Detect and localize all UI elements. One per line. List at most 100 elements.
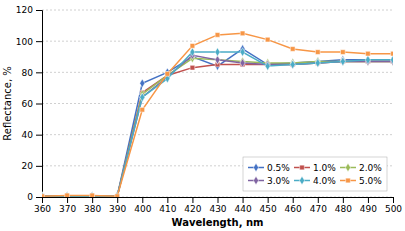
series [42, 45, 393, 197]
tick-mark [36, 104, 42, 105]
marker [240, 59, 245, 68]
marker [340, 57, 345, 66]
tick-label: 420 [184, 204, 201, 214]
legend-item: 4.0% [294, 176, 336, 186]
axis-line [36, 11, 43, 198]
marker [65, 192, 70, 197]
legend-marker [253, 163, 258, 172]
marker [65, 194, 70, 197]
legend-marker [253, 176, 258, 185]
marker [365, 56, 370, 65]
marker [115, 194, 120, 197]
marker [190, 65, 195, 70]
series-line [42, 58, 393, 196]
tick: 470 [310, 197, 327, 214]
tick: 400 [134, 197, 151, 214]
marker [42, 192, 45, 197]
grid-line [42, 10, 393, 11]
marker [90, 194, 95, 197]
tick-label: 500 [385, 204, 402, 214]
legend-label: 0.5% [267, 163, 290, 173]
tick-mark [268, 197, 269, 203]
tick-mark [36, 10, 42, 11]
tick: 480 [335, 197, 352, 214]
marker [42, 192, 45, 197]
tick-label: 370 [59, 204, 76, 214]
tick-label: 20 [22, 161, 34, 171]
marker [42, 194, 44, 197]
series [42, 59, 393, 197]
legend-marker [345, 163, 350, 172]
tick-label: 120 [16, 5, 33, 15]
legend-item: 0.5% [248, 163, 290, 173]
tick-label: 430 [209, 204, 226, 214]
tick-mark [117, 197, 118, 203]
marks [42, 31, 393, 197]
tick: 360 [34, 197, 51, 214]
tick-label: 80 [22, 68, 34, 78]
tick-mark [36, 135, 42, 136]
marker [215, 33, 220, 38]
marker [190, 48, 195, 57]
marker [240, 48, 245, 57]
tick-mark [318, 197, 319, 203]
marker [90, 192, 95, 197]
series [42, 54, 393, 197]
tick: 0 [27, 192, 42, 202]
grid-line [42, 72, 393, 73]
grid-line [42, 103, 393, 104]
marker [65, 192, 70, 197]
tick-label: 0 [27, 192, 33, 202]
marker [90, 192, 95, 197]
marker [391, 51, 393, 56]
tick-label: 40 [22, 130, 34, 140]
legend-marker [300, 165, 305, 170]
series [42, 48, 393, 197]
marker [165, 72, 170, 77]
series-line [42, 33, 393, 196]
tick-label: 450 [260, 204, 277, 214]
marker [315, 59, 320, 68]
tick-label: 100 [16, 37, 33, 47]
tick-mark [243, 197, 244, 203]
marker [315, 59, 320, 68]
marker [65, 193, 70, 197]
tick-mark [36, 41, 42, 42]
marker [42, 192, 45, 197]
x-axis: 3603703803904004104204304404504604704804… [34, 197, 402, 214]
y-axis-title: Reflectance, % [2, 66, 13, 141]
marker [65, 192, 70, 197]
marker [190, 43, 195, 48]
tick-mark [192, 197, 193, 203]
tick-mark [36, 166, 42, 167]
legend-item: 2.0% [340, 163, 382, 173]
tick-label: 470 [310, 204, 327, 214]
marker [290, 47, 295, 52]
tick-label: 60 [22, 99, 34, 109]
tick-mark [368, 197, 369, 203]
marker [90, 193, 95, 197]
series-line [42, 55, 393, 196]
tick-label: 380 [84, 204, 101, 214]
legend-marker [346, 178, 351, 183]
series-line [42, 52, 393, 196]
tick-label: 440 [234, 204, 251, 214]
grid [42, 10, 393, 197]
marker [140, 79, 145, 88]
legend-item: 5.0% [340, 176, 382, 186]
marker [115, 194, 120, 197]
plot: 3603703803904004104204304404504604704804… [16, 5, 403, 214]
legend: 0.5%1.0%2.0%3.0%4.0%5.0% [243, 157, 387, 191]
marker [315, 50, 320, 55]
legend-label: 5.0% [359, 176, 382, 186]
tick-mark [293, 197, 294, 203]
y-axis: 0 20 40 60 80 100 120 [16, 5, 43, 202]
marker [140, 93, 145, 102]
tick-label: 410 [159, 204, 176, 214]
tick-mark [142, 197, 143, 203]
tick-label: 390 [109, 204, 126, 214]
marker [165, 68, 170, 77]
legend-frame [243, 157, 387, 191]
tick: 430 [209, 197, 226, 214]
marker [341, 50, 346, 55]
